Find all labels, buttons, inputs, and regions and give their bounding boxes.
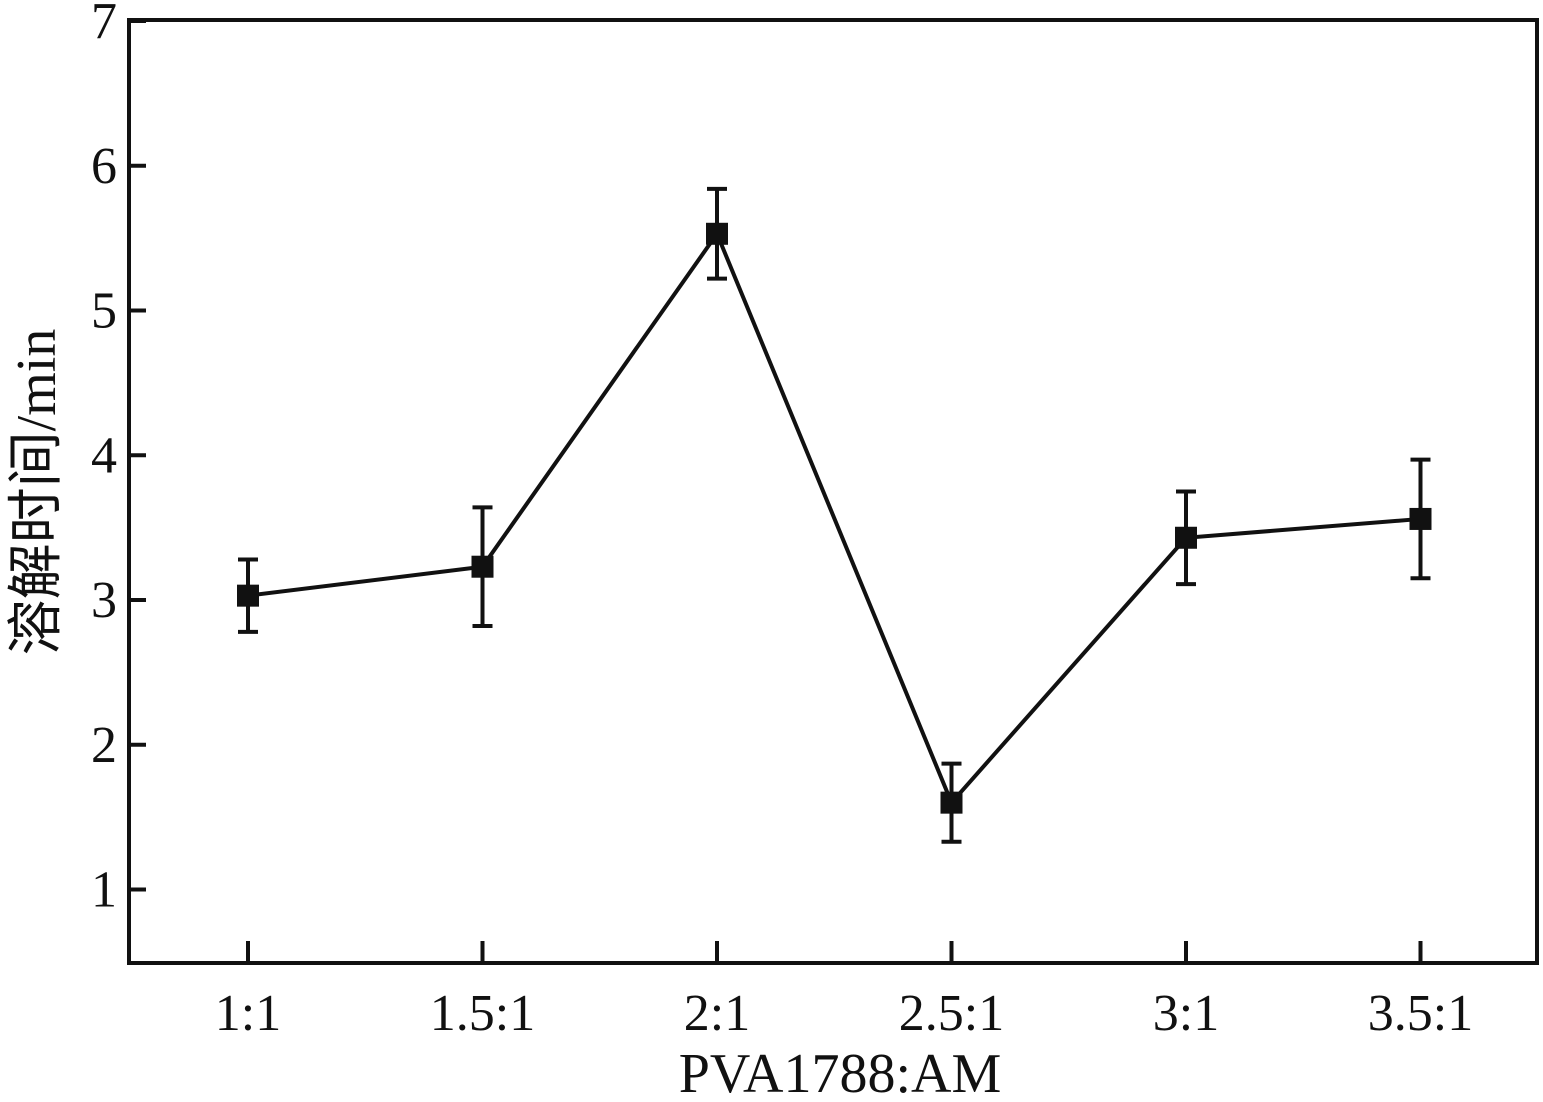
x-axis: 1:1 1.5:1 2:1 2.5:1 3:1 3.5:1 [215,941,1473,1042]
x-tick-label: 1:1 [215,985,281,1042]
data-point [471,555,494,578]
y-tick-label: 6 [91,138,117,195]
y-tick-label: 7 [91,0,117,50]
y-tick-label: 3 [91,572,117,629]
series-layer [237,186,1432,844]
y-tick-label: 2 [91,717,117,774]
x-tick-label: 3:1 [1153,985,1219,1042]
y-axis: 1 2 3 4 5 6 7 [91,0,146,919]
plot-frame [127,18,1539,965]
x-tick-label: 2:1 [684,985,750,1042]
data-point [1409,507,1432,530]
y-tick-label: 5 [91,283,117,340]
x-tick-label: 3.5:1 [1368,985,1473,1042]
data-point [706,222,728,245]
data-point [237,584,259,607]
x-tick-label: 2.5:1 [899,985,1004,1042]
y-axis-title: 溶解时间/min [6,329,68,656]
series-line [247,229,1421,807]
x-tick-label: 1.5:1 [430,985,535,1042]
data-point [940,791,963,814]
data-point [1175,526,1197,549]
y-tick-label: 1 [91,862,117,919]
x-axis-title: PVA1788:AM [679,1043,1002,1097]
y-tick-label: 4 [91,427,117,484]
